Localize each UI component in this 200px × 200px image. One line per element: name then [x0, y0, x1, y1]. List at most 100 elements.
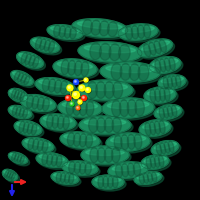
Ellipse shape [147, 90, 173, 96]
Ellipse shape [169, 57, 175, 70]
Ellipse shape [5, 170, 9, 177]
Ellipse shape [112, 176, 118, 188]
Ellipse shape [44, 40, 50, 51]
Ellipse shape [21, 74, 27, 83]
Circle shape [71, 103, 72, 104]
Ellipse shape [136, 174, 164, 186]
Ellipse shape [90, 43, 101, 60]
Ellipse shape [37, 140, 43, 151]
Ellipse shape [159, 155, 164, 167]
Circle shape [73, 92, 80, 99]
Ellipse shape [2, 169, 18, 181]
Ellipse shape [172, 105, 177, 117]
Ellipse shape [103, 176, 108, 188]
Ellipse shape [24, 140, 56, 154]
Ellipse shape [159, 107, 164, 119]
Ellipse shape [4, 171, 15, 177]
Ellipse shape [83, 148, 131, 166]
Circle shape [68, 86, 74, 92]
Ellipse shape [9, 172, 13, 179]
Ellipse shape [160, 77, 188, 91]
Ellipse shape [21, 52, 27, 64]
Circle shape [68, 86, 70, 88]
Ellipse shape [167, 106, 173, 118]
Circle shape [72, 92, 80, 98]
Ellipse shape [31, 123, 37, 135]
Ellipse shape [119, 100, 129, 117]
Ellipse shape [164, 58, 170, 71]
Ellipse shape [121, 135, 129, 150]
Ellipse shape [42, 78, 50, 91]
Ellipse shape [27, 123, 33, 134]
Circle shape [66, 97, 68, 98]
Ellipse shape [150, 122, 156, 135]
Ellipse shape [32, 39, 62, 55]
Circle shape [79, 85, 85, 91]
Ellipse shape [147, 173, 153, 183]
Ellipse shape [10, 154, 30, 166]
Ellipse shape [22, 138, 54, 152]
Ellipse shape [79, 133, 87, 147]
Ellipse shape [142, 41, 170, 50]
Ellipse shape [108, 135, 152, 153]
Ellipse shape [68, 60, 76, 75]
Ellipse shape [106, 65, 154, 73]
Ellipse shape [7, 171, 11, 178]
Ellipse shape [60, 101, 104, 119]
Ellipse shape [150, 89, 156, 102]
Ellipse shape [84, 45, 135, 53]
Ellipse shape [16, 123, 44, 137]
Circle shape [86, 88, 91, 93]
Ellipse shape [12, 152, 16, 161]
Ellipse shape [56, 172, 61, 182]
Ellipse shape [29, 55, 35, 66]
Ellipse shape [143, 122, 168, 129]
Ellipse shape [159, 120, 165, 134]
Ellipse shape [154, 121, 160, 134]
Ellipse shape [17, 52, 43, 68]
Ellipse shape [17, 154, 22, 163]
Ellipse shape [99, 21, 109, 36]
Ellipse shape [11, 89, 16, 98]
Ellipse shape [139, 120, 171, 136]
Ellipse shape [60, 173, 66, 183]
Ellipse shape [119, 44, 130, 61]
Ellipse shape [53, 59, 97, 77]
Ellipse shape [13, 73, 35, 87]
Ellipse shape [137, 25, 145, 39]
Ellipse shape [79, 101, 87, 116]
Ellipse shape [133, 162, 141, 176]
Ellipse shape [168, 141, 174, 153]
Ellipse shape [146, 157, 151, 169]
Ellipse shape [27, 95, 33, 108]
Ellipse shape [77, 80, 133, 100]
Ellipse shape [154, 105, 182, 119]
Ellipse shape [10, 107, 34, 121]
Ellipse shape [91, 20, 101, 35]
Circle shape [66, 96, 70, 100]
Ellipse shape [61, 60, 69, 75]
Circle shape [76, 106, 80, 110]
Ellipse shape [159, 39, 166, 53]
Ellipse shape [59, 26, 66, 38]
Ellipse shape [127, 163, 135, 177]
Ellipse shape [37, 97, 44, 110]
Ellipse shape [135, 99, 144, 116]
Ellipse shape [20, 155, 24, 164]
Ellipse shape [104, 117, 114, 133]
Ellipse shape [134, 172, 162, 184]
Ellipse shape [114, 135, 122, 150]
Ellipse shape [49, 27, 85, 41]
Ellipse shape [69, 161, 75, 173]
Circle shape [82, 96, 86, 100]
Ellipse shape [48, 41, 55, 53]
Ellipse shape [156, 107, 184, 121]
Ellipse shape [106, 133, 150, 151]
Ellipse shape [47, 25, 83, 39]
Ellipse shape [60, 81, 68, 94]
Ellipse shape [109, 44, 121, 61]
Ellipse shape [54, 80, 62, 93]
Ellipse shape [150, 156, 156, 168]
Ellipse shape [10, 90, 30, 104]
Ellipse shape [94, 177, 126, 191]
